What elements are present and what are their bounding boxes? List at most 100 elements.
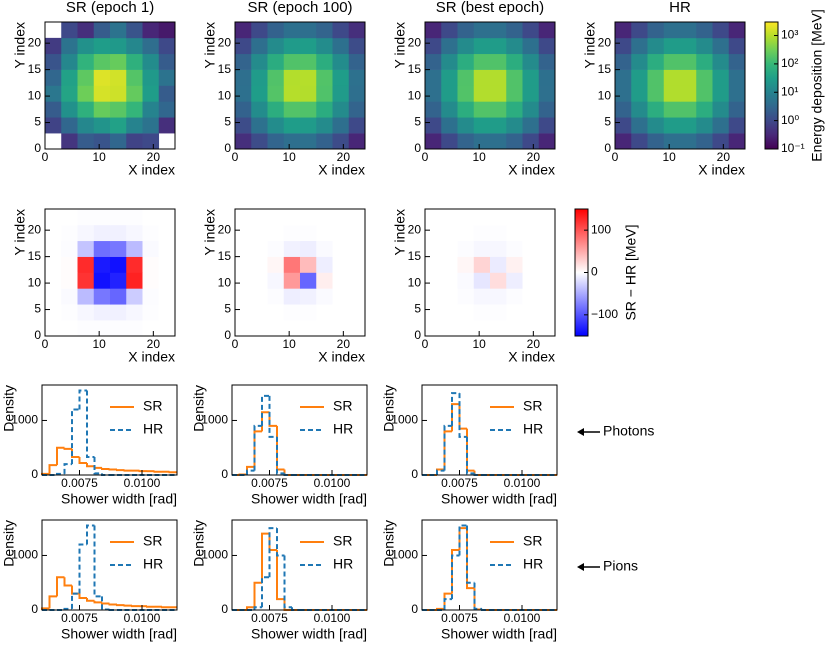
heatmap-cell: [425, 101, 442, 118]
heatmap-cell: [283, 117, 301, 134]
heatmap-cell: [93, 53, 111, 70]
annotation: Photons: [603, 423, 654, 439]
heatmap-cell: [538, 320, 556, 337]
heatmap-cell: [348, 272, 366, 289]
heatmap-cell: [332, 117, 350, 134]
y-tick-label: 20: [28, 35, 42, 49]
heatmap-cell: [425, 256, 442, 273]
y-axis-label: Y index: [392, 22, 408, 68]
legend-label: HR: [523, 556, 543, 572]
x-axis-label: Shower width [rad]: [251, 626, 367, 642]
heatmap-cell: [93, 69, 111, 86]
heatmap-cell: [538, 240, 556, 257]
panel-title: SR (best epoch): [436, 0, 544, 16]
heatmap-cell: [663, 37, 681, 55]
y-tick-label: 1000: [391, 548, 418, 562]
panel-title: HR: [669, 0, 691, 16]
axes-frame: [41, 384, 178, 476]
y-tick-label: 15: [408, 62, 422, 76]
heatmap-cell: [61, 117, 78, 134]
heatmap-cell: [522, 22, 540, 39]
heatmap-cell: [77, 209, 95, 226]
histogram-step: [451, 392, 460, 426]
heatmap-cell: [728, 85, 746, 102]
histogram-step: [93, 600, 102, 604]
heatmap-cell: [441, 37, 458, 55]
heatmap-cell: [316, 320, 333, 337]
heatmap-cell: [473, 256, 491, 273]
heatmap-cell: [696, 69, 713, 86]
heatmap-cell: [158, 53, 176, 70]
heatmap-cell: [251, 117, 268, 134]
heatmap-cell: [300, 22, 317, 39]
heatmap-cell: [61, 256, 78, 273]
heatmap-cell: [61, 320, 78, 337]
heatmap-cell: [267, 85, 285, 102]
heatmap-cell: [473, 101, 491, 118]
heatmap-cell: [490, 69, 507, 86]
heatmap-cell: [425, 320, 442, 337]
legend-label: SR: [333, 398, 352, 414]
heatmap-cell: [93, 22, 111, 39]
heatmap-cell: [522, 288, 540, 305]
heatmap-cell: [631, 133, 648, 150]
histogram-step: [283, 599, 292, 611]
heatmap-cell: [615, 117, 632, 134]
heatmap-cell: [110, 117, 127, 134]
y-tick-label: 0: [224, 328, 231, 342]
heatmap-cell: [316, 37, 333, 55]
heatmap-cell: [77, 69, 95, 86]
heatmap-cell: [267, 209, 285, 226]
heatmap-cell: [712, 69, 730, 86]
histogram-step: [86, 598, 95, 602]
x-tick-label: 0: [422, 150, 429, 164]
heatmap-cell: [538, 101, 556, 118]
heatmap-cell: [473, 37, 491, 55]
heatmap-cell: [93, 209, 111, 226]
heatmap-cell: [538, 288, 556, 305]
heatmap-cell: [425, 37, 442, 55]
heatmap-cell: [490, 304, 507, 321]
heatmap-cell: [506, 272, 523, 289]
heatmap-cell: [251, 22, 268, 39]
heatmap-cell: [538, 117, 556, 134]
heatmap-cell: [316, 22, 333, 39]
heatmap-cell: [235, 288, 252, 305]
x-tick-label: 20: [147, 337, 161, 351]
heatmap-cell: [283, 53, 301, 70]
y-axis-label: Density: [381, 520, 397, 567]
heatmap-cell: [61, 37, 78, 55]
histogram-step: [451, 554, 460, 600]
histogram-step: [261, 576, 270, 608]
y-tick-label: 1000: [391, 413, 418, 427]
y-tick-label: 0: [411, 467, 418, 481]
histogram-step: [78, 593, 87, 599]
legend-label: HR: [143, 421, 163, 437]
axes-frame: [421, 519, 558, 611]
heatmap-cell: [77, 133, 95, 150]
heatmap-cell: [158, 209, 176, 226]
heatmap-cell: [457, 304, 475, 321]
heatmap-cell: [251, 37, 268, 55]
heatmap-cell: [441, 272, 458, 289]
y-axis-label: Y index: [202, 209, 218, 255]
heatmap-cell: [332, 53, 350, 70]
heatmap-cell: [283, 85, 301, 102]
y-axis-label: Density: [381, 385, 397, 432]
histogram-step: [443, 598, 452, 610]
heatmap-cell: [538, 256, 556, 273]
heatmap-cell: [473, 320, 491, 337]
heatmap-cell: [235, 117, 252, 134]
heatmap-cell: [473, 22, 491, 39]
histogram-step: [466, 528, 475, 590]
histogram-step: [101, 596, 110, 611]
heatmap-cell: [110, 209, 127, 226]
heatmap-cell: [142, 272, 160, 289]
x-tick-label: 0.0100: [124, 476, 161, 490]
x-tick-label: 10: [472, 150, 486, 164]
heatmap-cell: [142, 101, 160, 118]
heatmap-cell: [696, 53, 713, 70]
heatmap-cell: [728, 53, 746, 70]
heatmap-cell: [110, 133, 127, 150]
heatmap-cell: [267, 37, 285, 55]
